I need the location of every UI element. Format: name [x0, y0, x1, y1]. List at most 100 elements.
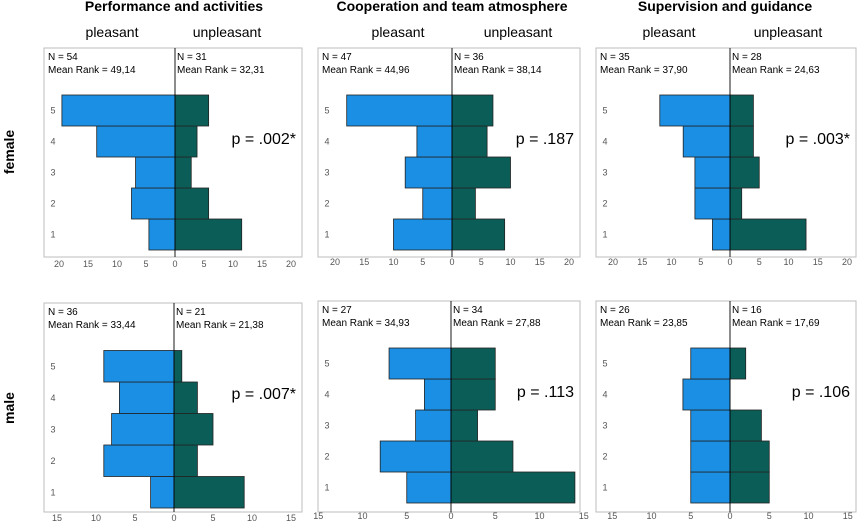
bar-unpleasant-3 [729, 156, 760, 189]
n-right-label: N = 34 [453, 305, 483, 316]
bar-unpleasant-3 [450, 409, 478, 442]
category-label: 2 [50, 199, 55, 209]
bar-pleasant-1 [690, 471, 731, 504]
bar-unpleasant-2 [729, 440, 770, 473]
x-tick-label: 10 [505, 257, 515, 267]
category-label: 2 [324, 199, 329, 209]
p-value-label: p = .002* [232, 131, 297, 148]
bar-unpleasant-5 [451, 94, 494, 127]
bar-unpleasant-2 [173, 444, 198, 477]
x-tick-label: 0 [448, 511, 453, 521]
category-label: 1 [602, 483, 607, 493]
x-tick-label: 15 [257, 259, 267, 269]
x-tick-label: 15 [813, 257, 823, 267]
x-tick-label: 20 [286, 259, 296, 269]
x-tick-label: 15 [535, 257, 545, 267]
category-label: 1 [50, 230, 55, 240]
bar-unpleasant-1 [174, 218, 243, 251]
x-tick-label: 0 [727, 511, 732, 521]
x-tick-label: 10 [803, 511, 813, 521]
header-pleasant-2: pleasant [372, 24, 425, 40]
header-pleasant-3: pleasant [643, 24, 696, 40]
panel-frame [43, 302, 303, 513]
category-label: 1 [602, 230, 607, 240]
x-tick-label: 10 [783, 257, 793, 267]
x-tick-label: 10 [247, 513, 257, 523]
bar-pleasant-1 [406, 471, 452, 504]
bar-pleasant-1 [148, 218, 176, 251]
panel-frame [317, 47, 581, 258]
p-value-label: p = .106 [792, 384, 850, 401]
bar-pleasant-3 [404, 156, 453, 189]
mean-rank-left-label: Mean Rank = 23,85 [600, 318, 688, 329]
bar-pleasant-1 [393, 218, 453, 251]
category-label: 5 [50, 106, 55, 116]
p-value-label: p = .187 [516, 131, 574, 148]
x-tick-label: 15 [579, 511, 589, 521]
mean-rank-right-label: Mean Rank = 27,88 [453, 318, 541, 329]
category-label: 2 [602, 199, 607, 209]
x-tick-label: 20 [564, 257, 574, 267]
x-tick-label: 0 [449, 257, 454, 267]
header-unpleasant-2: unpleasant [484, 24, 553, 40]
bar-pleasant-2 [422, 187, 453, 220]
category-label: 2 [602, 452, 607, 462]
mean-rank-left-label: Mean Rank = 37,90 [600, 65, 688, 76]
bar-pleasant-2 [131, 187, 176, 220]
bar-pleasant-4 [416, 125, 453, 158]
bar-unpleasant-2 [729, 187, 743, 220]
column-title-performance: Performance and activities [85, 0, 263, 14]
panel-frame [43, 47, 303, 258]
bar-unpleasant-2 [174, 187, 210, 220]
n-right-label: N = 31 [177, 52, 207, 63]
category-label: 5 [602, 359, 607, 369]
bar-unpleasant-4 [729, 125, 754, 158]
x-tick-label: 15 [313, 511, 323, 521]
x-tick-label: 10 [388, 257, 398, 267]
n-left-label: N = 47 [322, 52, 352, 63]
x-tick-label: 10 [357, 511, 367, 521]
row-label-male: male [1, 392, 17, 424]
bar-pleasant-1 [712, 218, 731, 251]
category-label: 3 [50, 168, 55, 178]
category-label: 3 [324, 168, 329, 178]
n-left-label: N = 35 [600, 52, 630, 63]
bar-unpleasant-1 [729, 471, 770, 504]
bar-unpleasant-2 [451, 187, 476, 220]
column-title-cooperation: Cooperation and team atmosphere [336, 0, 567, 14]
category-label: 4 [602, 137, 607, 147]
x-tick-label: 0 [171, 513, 176, 523]
x-tick-label: 5 [493, 511, 498, 521]
x-tick-label: 5 [767, 511, 772, 521]
x-tick-label: 10 [112, 259, 122, 269]
x-tick-label: 5 [479, 257, 484, 267]
bar-unpleasant-5 [729, 347, 747, 380]
mean-rank-right-label: Mean Rank = 32,31 [177, 65, 265, 76]
category-label: 2 [324, 452, 329, 462]
bar-pleasant-2 [694, 187, 731, 220]
bar-pleasant-5 [388, 347, 452, 380]
bar-unpleasant-2 [450, 440, 514, 473]
category-label: 5 [324, 106, 329, 116]
x-tick-label: 5 [143, 259, 148, 269]
x-tick-label: 15 [637, 257, 647, 267]
x-tick-label: 10 [646, 511, 656, 521]
category-label: 4 [602, 390, 607, 400]
header-pleasant-1: pleasant [86, 24, 139, 40]
x-tick-label: 15 [83, 259, 93, 269]
bar-unpleasant-3 [174, 156, 192, 189]
mean-rank-right-label: Mean Rank = 24,63 [732, 65, 820, 76]
bar-unpleasant-5 [450, 347, 496, 380]
bar-pleasant-2 [379, 440, 452, 473]
bar-pleasant-3 [135, 156, 176, 189]
bar-pleasant-3 [111, 413, 175, 446]
column-title-supervision: Supervision and guidance [638, 0, 812, 14]
x-tick-label: 15 [359, 257, 369, 267]
x-tick-label: 10 [91, 513, 101, 523]
pyramid-panel-2: 1 2 3 4 5 20 15 10 5 0 5 10 15 20 N = 47 Mean Rank = 44… [317, 47, 581, 267]
category-label: 4 [50, 137, 55, 147]
header-unpleasant-3: unpleasant [754, 24, 823, 40]
bar-pleasant-5 [61, 94, 176, 127]
bar-unpleasant-4 [174, 125, 198, 158]
